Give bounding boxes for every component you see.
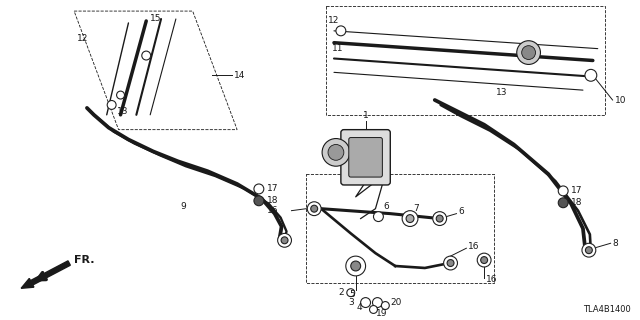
Text: TLA4B1400: TLA4B1400 xyxy=(583,305,630,314)
Circle shape xyxy=(278,233,291,247)
Text: 13: 13 xyxy=(496,88,508,97)
Text: 4: 4 xyxy=(357,303,363,312)
Text: 17: 17 xyxy=(571,187,582,196)
Circle shape xyxy=(436,215,443,222)
FancyBboxPatch shape xyxy=(341,130,390,185)
Text: 9: 9 xyxy=(180,202,186,211)
Circle shape xyxy=(558,186,568,196)
Circle shape xyxy=(346,256,365,276)
Text: 16: 16 xyxy=(468,242,480,251)
Circle shape xyxy=(374,212,383,221)
Circle shape xyxy=(406,215,414,222)
Text: 18: 18 xyxy=(267,196,278,205)
Text: 8: 8 xyxy=(612,239,618,248)
Text: 16: 16 xyxy=(486,275,498,284)
Circle shape xyxy=(142,51,150,60)
Text: 6: 6 xyxy=(383,202,389,211)
Circle shape xyxy=(402,211,418,227)
FancyArrow shape xyxy=(21,261,70,288)
Text: FR.: FR. xyxy=(74,255,95,265)
Circle shape xyxy=(347,289,355,297)
Circle shape xyxy=(585,69,596,81)
Circle shape xyxy=(254,184,264,194)
Text: 12: 12 xyxy=(77,34,88,43)
Circle shape xyxy=(307,202,321,216)
Text: 14: 14 xyxy=(234,71,246,80)
Circle shape xyxy=(481,257,488,264)
Circle shape xyxy=(369,306,378,313)
Circle shape xyxy=(254,196,264,206)
Circle shape xyxy=(351,261,360,271)
Circle shape xyxy=(328,144,344,160)
Text: 2: 2 xyxy=(338,288,344,297)
Text: 12: 12 xyxy=(328,16,339,26)
Circle shape xyxy=(311,205,317,212)
Text: 20: 20 xyxy=(390,298,402,307)
Circle shape xyxy=(381,301,389,309)
Text: 1: 1 xyxy=(363,111,369,120)
Circle shape xyxy=(558,198,568,208)
Text: 18: 18 xyxy=(571,198,582,207)
Text: 15: 15 xyxy=(150,14,162,23)
Text: 13: 13 xyxy=(116,108,128,116)
Circle shape xyxy=(582,243,596,257)
Circle shape xyxy=(108,100,116,109)
Circle shape xyxy=(516,41,540,64)
Circle shape xyxy=(322,139,350,166)
Text: 3: 3 xyxy=(348,298,354,307)
Circle shape xyxy=(372,298,382,308)
Circle shape xyxy=(586,247,593,254)
Circle shape xyxy=(447,260,454,267)
Circle shape xyxy=(433,212,447,226)
Circle shape xyxy=(360,298,371,308)
Circle shape xyxy=(336,26,346,36)
Circle shape xyxy=(477,253,491,267)
Text: 11: 11 xyxy=(332,44,344,53)
Text: 6: 6 xyxy=(458,207,464,216)
Text: 19: 19 xyxy=(376,309,387,318)
Text: 16: 16 xyxy=(267,206,278,215)
Text: 17: 17 xyxy=(267,184,278,193)
Text: 10: 10 xyxy=(614,95,626,105)
Circle shape xyxy=(444,256,458,270)
Circle shape xyxy=(522,46,536,60)
Circle shape xyxy=(281,237,288,244)
Circle shape xyxy=(116,91,125,99)
Text: 7: 7 xyxy=(413,204,419,213)
FancyBboxPatch shape xyxy=(349,138,382,177)
Text: 5: 5 xyxy=(349,290,355,299)
